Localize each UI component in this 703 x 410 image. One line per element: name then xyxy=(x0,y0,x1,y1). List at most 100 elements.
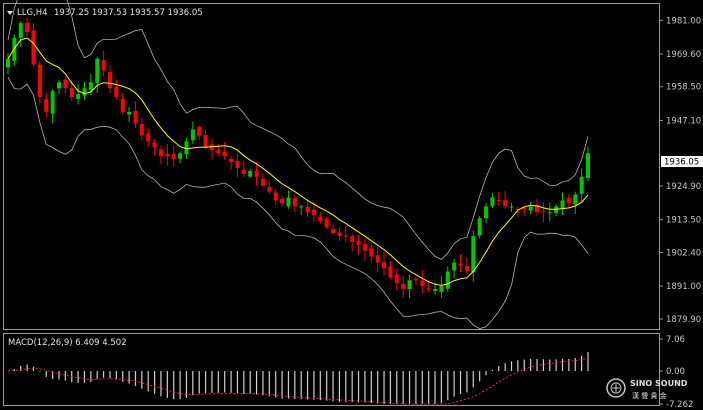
dropdown-triangle-icon[interactable] xyxy=(7,11,13,15)
candle-body xyxy=(190,129,195,141)
macd-tick-label: 7.06 xyxy=(666,335,685,345)
candle-body xyxy=(362,243,367,251)
candle-body xyxy=(286,197,291,207)
candle-body xyxy=(63,79,68,89)
current-price-marker: 1936.05 xyxy=(661,156,703,168)
macd-tick-label: -7.262 xyxy=(666,400,693,410)
candle-body xyxy=(31,30,36,65)
candle-body xyxy=(133,110,138,124)
upper-band xyxy=(7,0,589,260)
candle-body xyxy=(209,144,214,151)
price-axis: 1981.00 1969.60 1958.50 1947.10 1924.90 1913.… xyxy=(659,16,701,325)
candle-body xyxy=(165,154,170,157)
price-tick-label: 1981.00 xyxy=(666,16,701,26)
candle-body xyxy=(95,58,100,84)
candle-body xyxy=(331,228,336,233)
candle-body xyxy=(477,218,482,236)
candle-body xyxy=(267,187,272,192)
candle-body xyxy=(101,60,106,71)
macd-axis: 7.06 0.00 -7.262 xyxy=(659,335,693,410)
candle-body xyxy=(120,98,125,112)
candle-body xyxy=(82,88,87,96)
macd-signal-line xyxy=(7,357,589,405)
candle-body xyxy=(324,218,329,228)
candle-body xyxy=(566,197,571,204)
candle-body xyxy=(305,206,310,213)
candle-body xyxy=(69,87,74,98)
candle-body xyxy=(76,94,81,100)
candle-body xyxy=(127,111,132,115)
ma-path xyxy=(7,37,589,286)
candle-body xyxy=(178,153,183,159)
price-tick-label: 1879.90 xyxy=(666,315,701,325)
candle-body xyxy=(171,154,176,160)
candle-body xyxy=(401,283,406,290)
bollinger-bands xyxy=(7,0,589,330)
sino-sound-logo: SINO SOUND 漢 聲 貴 金 xyxy=(606,378,688,400)
price-tick-label: 1958.50 xyxy=(666,83,701,93)
candle-body xyxy=(388,266,393,278)
candle-body xyxy=(375,255,380,263)
candle-body xyxy=(535,205,540,213)
candle-body xyxy=(343,235,348,237)
candle-body xyxy=(426,288,431,290)
price-tick-label: 1947.10 xyxy=(666,116,701,126)
candle-body xyxy=(490,197,495,207)
candle-body xyxy=(152,142,157,148)
moving-average-line xyxy=(7,37,589,286)
candle-body xyxy=(407,280,412,290)
price-panel[interactable] xyxy=(3,3,660,330)
candle-body xyxy=(369,248,374,257)
candle-body xyxy=(356,240,361,245)
candle-body xyxy=(299,206,304,208)
macd-panel[interactable] xyxy=(3,333,660,406)
candle-body xyxy=(547,212,552,214)
candle-body xyxy=(146,133,151,142)
candle-body xyxy=(18,23,23,38)
candle-body xyxy=(528,206,533,211)
candle-body xyxy=(6,58,10,68)
candle-body xyxy=(241,169,246,174)
candle-body xyxy=(484,206,489,219)
candle-body xyxy=(337,232,342,236)
candle-body xyxy=(458,263,463,266)
candle-body xyxy=(44,99,49,112)
candle-body xyxy=(50,91,55,114)
watermark-brand: SINO SOUND xyxy=(630,379,688,388)
candle-body xyxy=(273,192,278,201)
chart-header: LLG,H4 1937.25 1937.53 1935.57 1936.05 xyxy=(7,8,203,18)
candle-body xyxy=(420,280,425,287)
macd-label: MACD(12,26,9) 6.409 4.502 xyxy=(8,338,127,348)
candle-body xyxy=(260,178,265,186)
candle-body xyxy=(139,124,144,136)
candle-body xyxy=(496,200,501,202)
candle-body xyxy=(88,82,93,91)
candlestick-series xyxy=(6,17,590,299)
candle-body xyxy=(56,82,61,89)
candle-body xyxy=(413,278,418,281)
price-tick-label: 1924.90 xyxy=(666,182,701,192)
candle-body xyxy=(248,170,253,177)
price-tick-label: 1969.60 xyxy=(666,50,701,60)
ohlc-values: 1937.25 1937.53 1935.57 1936.05 xyxy=(54,8,203,18)
candle-body xyxy=(222,151,227,157)
candle-body xyxy=(37,64,42,98)
candle-body xyxy=(197,126,202,136)
symbol-timeframe: LLG,H4 xyxy=(17,8,48,18)
signal-path xyxy=(7,357,589,405)
candle-body xyxy=(471,235,476,273)
candle-body xyxy=(184,141,189,155)
candle-body xyxy=(382,262,387,269)
candle-body xyxy=(445,271,450,289)
candle-body xyxy=(579,176,584,194)
candle-body xyxy=(433,289,438,291)
candle-body xyxy=(216,149,221,154)
current-price-label: 1936.05 xyxy=(664,158,699,168)
price-tick-label: 1913.50 xyxy=(666,216,701,226)
candle-body xyxy=(229,158,234,163)
candle-body xyxy=(350,236,355,242)
candle-body xyxy=(541,211,546,213)
candle-body xyxy=(280,198,285,204)
candle-body xyxy=(464,266,469,272)
